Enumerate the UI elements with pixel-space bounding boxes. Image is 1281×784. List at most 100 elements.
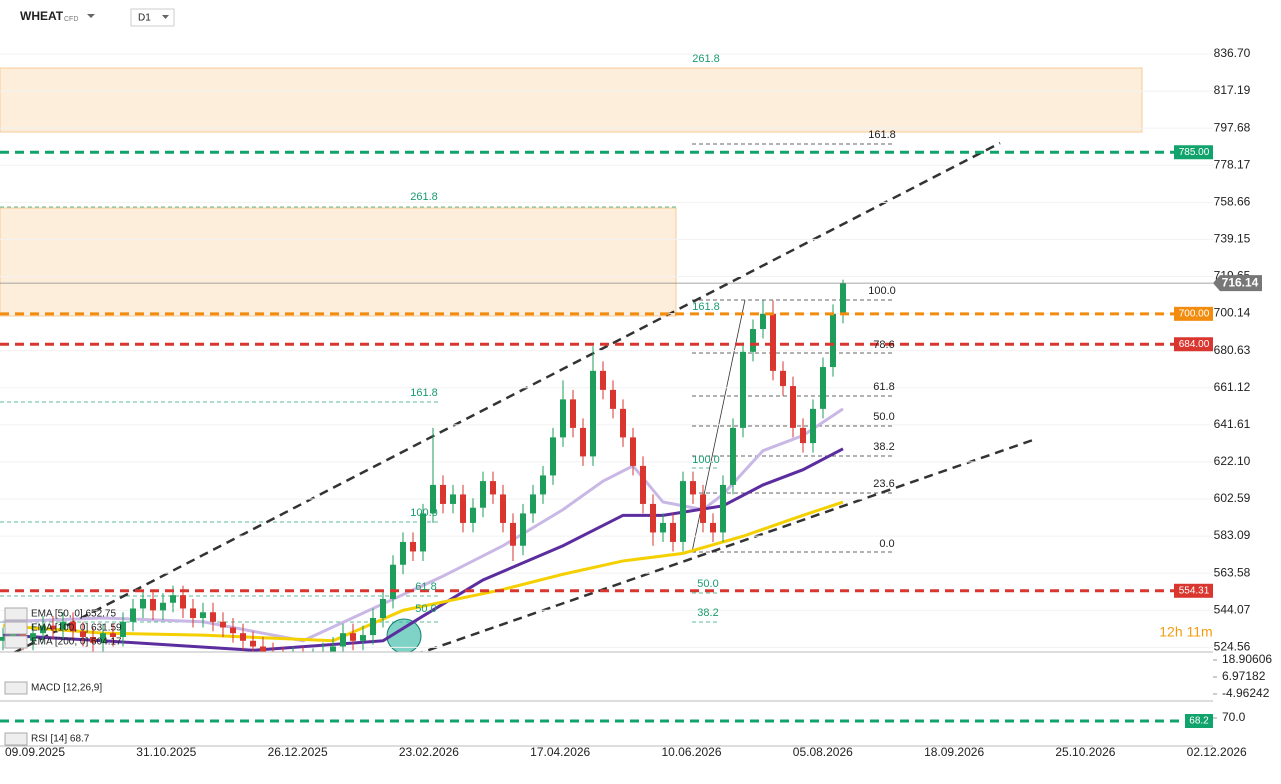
candle-body xyxy=(830,313,836,368)
candle-body xyxy=(340,633,346,647)
candle-body xyxy=(820,367,826,409)
fib-label: 0.0 xyxy=(879,538,894,550)
candle-body xyxy=(500,494,506,523)
candle-body xyxy=(630,437,636,466)
candle-body xyxy=(230,627,236,634)
y-tick-label: -4.96242 xyxy=(1222,686,1270,700)
timeframe[interactable]: D1 xyxy=(138,13,151,24)
candle-body xyxy=(130,608,136,622)
candle-body xyxy=(480,481,486,508)
candle-body xyxy=(100,633,106,643)
y-tick-label: 700.14 xyxy=(1214,306,1251,320)
candle-body xyxy=(330,646,336,652)
symbol[interactable]: WHEAT xyxy=(20,9,64,23)
level-label: 68.2 xyxy=(1189,716,1209,727)
candle-body xyxy=(750,329,756,352)
candle-body xyxy=(700,494,706,523)
x-tick-label: 02.12.2026 xyxy=(1187,745,1247,759)
fib-label: 161.8 xyxy=(410,387,438,399)
candle-body xyxy=(410,541,416,552)
fib-label: 161.8 xyxy=(868,129,896,141)
candle-body xyxy=(650,503,656,533)
fib-label: 261.8 xyxy=(410,191,438,203)
candle-body xyxy=(690,481,696,495)
candle-body xyxy=(720,484,726,533)
fib-label: 261.8 xyxy=(692,53,720,65)
candle-body xyxy=(680,481,686,542)
candle-body xyxy=(50,625,56,630)
fib-label: 23.6 xyxy=(873,478,894,490)
fib-label: 38.2 xyxy=(697,607,718,619)
timeframe-box[interactable] xyxy=(130,8,175,27)
level-label: 785.00 xyxy=(1179,147,1210,158)
y-tick-label: 778.17 xyxy=(1214,157,1251,171)
legend-icon[interactable] xyxy=(4,681,28,695)
x-tick-label: 23.02.2026 xyxy=(399,745,459,759)
candle-body xyxy=(70,621,76,632)
indicator-title: MACD [12,26,9] xyxy=(31,683,102,694)
x-tick-label: 18.09.2026 xyxy=(924,745,984,759)
candle-body xyxy=(840,283,846,314)
level-tag xyxy=(1174,337,1213,352)
fib-label: 161.8 xyxy=(692,301,720,313)
legend-entry: EMA [50, 0] 652.75 xyxy=(31,609,116,620)
fib-label: 50.0 xyxy=(697,578,718,590)
legend-entry: EMA [100, 0] 631.59 xyxy=(31,623,122,634)
candle-body xyxy=(110,633,116,637)
x-tick-label: 05.08.2026 xyxy=(793,745,853,759)
candle-body xyxy=(810,408,816,444)
level-label: 554.31 xyxy=(1179,585,1210,596)
candle-body xyxy=(760,313,766,330)
legend-icon[interactable] xyxy=(4,621,28,635)
candle-body xyxy=(620,408,626,438)
legend: EMA [50, 0] 652.75 EMA [100, 0] 631.59 E… xyxy=(4,607,122,746)
candle-body xyxy=(240,633,246,641)
fib-label: 61.8 xyxy=(873,381,894,393)
level-tag xyxy=(1174,306,1213,321)
candle-body xyxy=(730,427,736,485)
y-tick-label: 563.58 xyxy=(1214,565,1251,579)
y-tick-label: 817.19 xyxy=(1214,83,1251,97)
candle-body xyxy=(670,522,676,542)
candle-body xyxy=(0,636,6,641)
fib-label: 100.0 xyxy=(410,507,438,519)
level-tag xyxy=(1174,145,1213,160)
candle-body xyxy=(570,399,576,428)
candle-body xyxy=(310,658,316,662)
y-tick-label: 680.63 xyxy=(1214,343,1251,357)
candle-body xyxy=(210,612,216,622)
trend-line xyxy=(12,141,1001,652)
candle-body xyxy=(140,598,146,609)
legend-icon[interactable] xyxy=(4,732,28,746)
x-tick-label: 17.04.2026 xyxy=(530,745,590,759)
candle-body xyxy=(90,636,96,643)
candle-body xyxy=(540,475,546,495)
fib-label: 38.2 xyxy=(873,441,894,453)
candle-body xyxy=(190,608,196,618)
candle-body xyxy=(580,427,586,457)
y-tick-label: 18.90606 xyxy=(1222,652,1272,666)
candle-body xyxy=(430,484,436,514)
last-price-label: 716.14 xyxy=(1222,275,1259,289)
candle-body xyxy=(380,598,386,618)
dropdown-arrow[interactable] xyxy=(162,15,169,19)
level-label: 700.00 xyxy=(1179,308,1210,319)
candle-body xyxy=(260,646,266,652)
candle-body xyxy=(180,595,186,609)
candle-body xyxy=(490,481,496,495)
candle-body xyxy=(160,602,166,611)
candle-body xyxy=(200,612,206,618)
candle-body xyxy=(440,484,446,504)
candle-body xyxy=(800,427,806,444)
candle-body xyxy=(780,370,786,387)
x-tick-label: 31.10.2025 xyxy=(136,745,196,759)
candle-body xyxy=(360,635,366,641)
candle-body xyxy=(790,386,796,428)
fib-label: 50.0 xyxy=(415,603,436,615)
candle-body xyxy=(320,652,326,658)
candle-body xyxy=(470,507,476,523)
fib-labels: 261.8 161.8 261.8 100.0 161.8 78.6 61.8 … xyxy=(410,53,896,619)
legend-icon[interactable] xyxy=(4,635,28,649)
dropdown-arrow[interactable] xyxy=(87,14,95,18)
legend-icon[interactable] xyxy=(4,607,28,621)
